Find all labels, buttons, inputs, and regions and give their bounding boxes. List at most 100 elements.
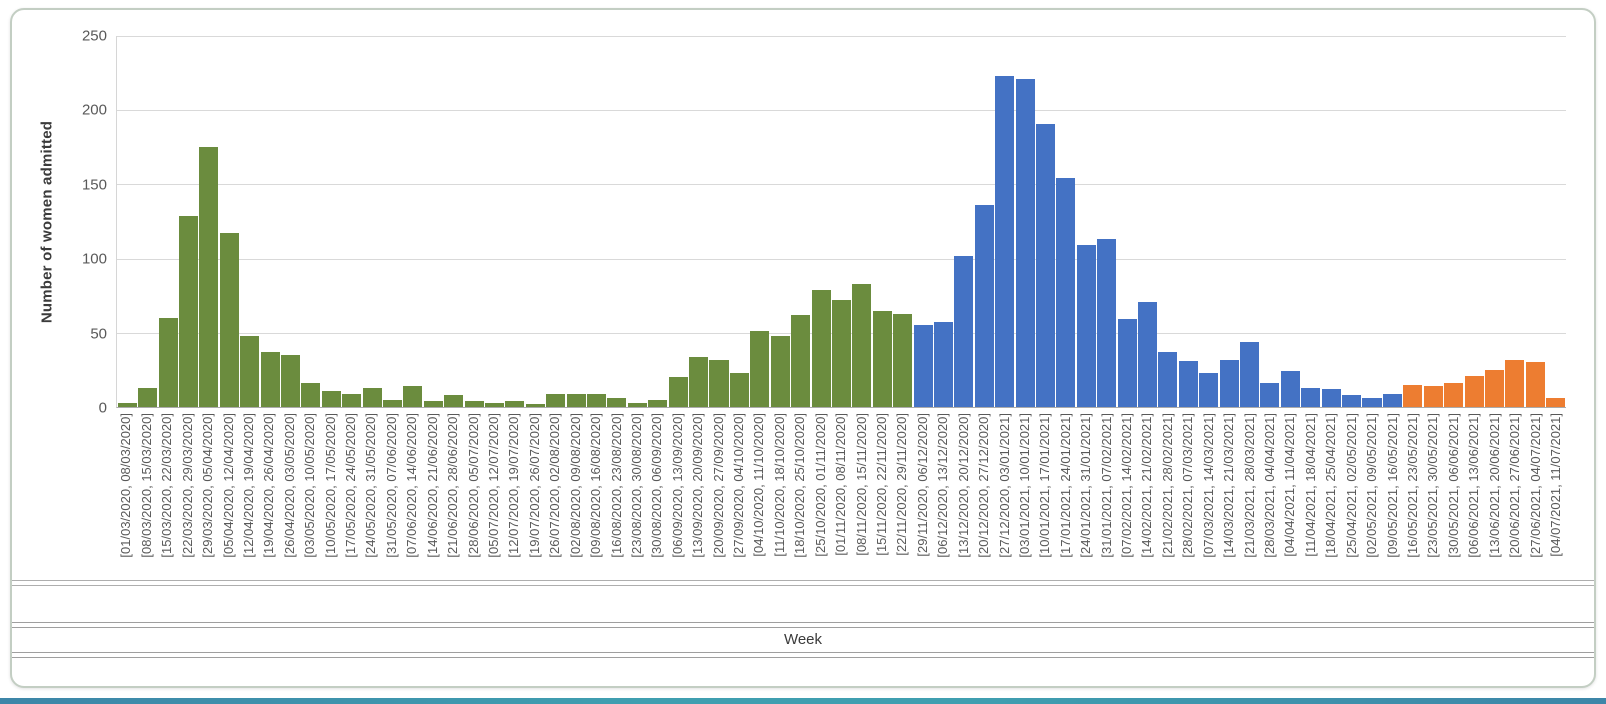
bar-slot — [219, 36, 239, 407]
bar — [1178, 361, 1198, 407]
x-tick-label: [20/09/2020, 27/09/2020] — [710, 413, 726, 558]
bar — [1342, 395, 1362, 407]
bar — [260, 352, 280, 407]
bar-series — [117, 36, 1566, 407]
x-tick-label: [02/05/2021, 09/05/2021] — [1364, 413, 1380, 558]
bar-slot — [933, 36, 953, 407]
bar — [321, 390, 341, 407]
bar-slot — [1219, 36, 1239, 407]
bar — [464, 401, 484, 407]
y-tick-label-250: 250 — [81, 27, 107, 45]
bar-slot — [668, 36, 688, 407]
bar-slot — [1260, 36, 1280, 407]
bar-slot — [505, 36, 525, 407]
bar-slot — [117, 36, 137, 407]
x-tick-label: [02/08/2020, 09/08/2020] — [567, 413, 583, 558]
x-tick-label: [09/08/2020, 16/08/2020] — [588, 413, 604, 558]
x-tick-label: [09/05/2021, 16/05/2021] — [1384, 413, 1400, 558]
x-tick-label: [14/03/2021, 21/03/2021] — [1221, 413, 1237, 558]
bar — [729, 372, 749, 407]
bar-slot — [1056, 36, 1076, 407]
x-axis-left-spacer — [30, 408, 116, 616]
x-axis-labels-row: [01/03/2020, 08/03/2020] [08/03/2020, 15/… — [12, 408, 1594, 616]
x-tick-label: [10/01/2021, 17/01/2021] — [1037, 413, 1053, 558]
bar-slot — [688, 36, 709, 407]
x-tick-label: [31/01/2021, 07/02/2021] — [1098, 413, 1114, 558]
bar-slot — [444, 36, 464, 407]
bar-slot — [525, 36, 545, 407]
x-tick-label: [26/04/2020, 03/05/2020] — [281, 413, 297, 558]
bar — [893, 313, 913, 407]
bar — [1321, 389, 1341, 407]
bar — [750, 331, 770, 407]
bar — [1403, 384, 1423, 407]
bar — [770, 335, 790, 407]
x-tick-label: [05/04/2020, 12/04/2020] — [220, 413, 236, 558]
x-tick-label: [11/04/2021, 18/04/2021] — [1302, 413, 1318, 557]
x-tick-label: [21/03/2021, 28/03/2021] — [1241, 413, 1257, 558]
bar — [1423, 386, 1443, 407]
x-tick-label: [14/06/2020, 21/06/2020] — [424, 413, 440, 558]
x-tick-label: [05/07/2020, 12/07/2020] — [485, 413, 501, 558]
bar — [1280, 371, 1300, 407]
bar-slot — [1199, 36, 1219, 407]
divider-line — [12, 657, 1594, 658]
x-tick-label: [27/06/2021, 04/07/2021] — [1527, 413, 1543, 558]
bar-slot — [137, 36, 158, 407]
divider-line — [12, 622, 1594, 623]
bar-slot — [586, 36, 607, 407]
bar-slot — [1015, 36, 1035, 407]
x-tick-label: [19/07/2020, 26/07/2020] — [526, 413, 542, 558]
bar-slot — [729, 36, 749, 407]
bar — [1382, 393, 1402, 407]
bar-slot — [872, 36, 892, 407]
bar — [668, 377, 688, 407]
bar — [342, 393, 362, 407]
bar — [1546, 398, 1566, 407]
x-tick-label: [30/08/2020, 06/09/2020] — [649, 413, 665, 558]
x-tick-label: [24/05/2020, 31/05/2020] — [363, 413, 379, 558]
bar — [362, 387, 382, 407]
bar — [1199, 372, 1219, 407]
bar-slot — [974, 36, 994, 407]
x-tick-label: [17/05/2020, 24/05/2020] — [343, 413, 359, 558]
x-tick-label: [18/10/2020, 25/10/2020] — [792, 413, 808, 558]
x-tick-label: [08/11/2020, 15/11/2020] — [853, 413, 869, 556]
bar — [995, 76, 1015, 407]
bar — [240, 335, 260, 407]
bar-slot — [709, 36, 729, 407]
bar — [525, 404, 545, 407]
x-tick-label: [21/02/2021, 28/02/2021] — [1159, 413, 1175, 558]
bar-slot — [199, 36, 219, 407]
bar-slot — [1362, 36, 1382, 407]
x-tick-label: [24/01/2021, 31/01/2021] — [1078, 413, 1094, 558]
bar-slot — [1382, 36, 1402, 407]
bar — [505, 401, 525, 407]
bar-slot — [954, 36, 974, 407]
bar-slot — [648, 36, 668, 407]
bar-slot — [362, 36, 382, 407]
x-tick-label: [28/06/2020, 05/07/2020] — [465, 413, 481, 558]
x-tick-label: [29/11/2020, 06/12/2020] — [914, 413, 930, 557]
x-tick-label: [13/09/2020, 20/09/2020] — [690, 413, 706, 558]
x-tick-label: [27/09/2020, 04/10/2020] — [731, 413, 747, 558]
bar-slot — [239, 36, 260, 407]
y-tick-label-0: 0 — [98, 399, 107, 417]
bar-slot — [913, 36, 933, 407]
bar — [791, 315, 811, 407]
gridline-150 — [117, 184, 1566, 186]
bar-slot — [1545, 36, 1566, 407]
bar — [280, 355, 300, 407]
bar — [852, 283, 872, 407]
x-tick-label: [16/08/2020, 23/08/2020] — [608, 413, 624, 558]
bar-slot — [1505, 36, 1525, 407]
bar — [1240, 341, 1260, 407]
bar — [301, 383, 321, 407]
bar — [1076, 245, 1096, 407]
bar-slot — [1158, 36, 1178, 407]
x-tick-label: [23/08/2020, 30/08/2020] — [628, 413, 644, 558]
bar-slot — [770, 36, 790, 407]
bar-slot — [750, 36, 770, 407]
bar-slot — [1117, 36, 1137, 407]
